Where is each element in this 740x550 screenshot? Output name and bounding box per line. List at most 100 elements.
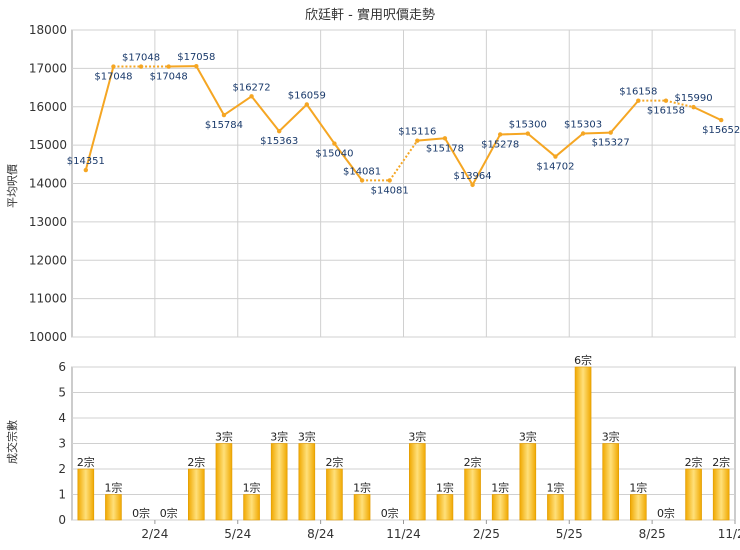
price-data-label: $15652: [702, 125, 740, 136]
volume-tick-label: 4: [58, 411, 66, 425]
volume-bar: [105, 494, 122, 521]
volume-bar: [326, 468, 343, 521]
price-data-label: $17048: [150, 72, 188, 83]
price-data-label: $14702: [536, 162, 574, 173]
price-line-segment: [500, 132, 528, 136]
price-point: [636, 98, 641, 103]
price-data-label: $17048: [94, 72, 132, 83]
price-point: [111, 64, 116, 69]
x-tick-label: 11/24: [386, 527, 421, 541]
price-tick-label: 10000: [29, 330, 67, 344]
price-data-label: $15327: [592, 138, 630, 149]
price-data-label: $16059: [288, 90, 326, 101]
price-data-label: $16158: [619, 87, 657, 98]
price-line-segment: [417, 137, 446, 142]
volume-data-label: 1宗: [491, 481, 509, 495]
price-point: [663, 98, 669, 103]
volume-tick-label: 2: [58, 462, 66, 476]
volume-bar: [270, 443, 288, 521]
x-tick-label: 2/25: [473, 527, 500, 541]
price-line-segment: [665, 99, 694, 109]
price-line-segment: [250, 95, 280, 132]
price-point: [387, 178, 392, 183]
count-axis-label: 成交宗數: [5, 420, 19, 464]
price-data-label: $15178: [426, 143, 464, 154]
volume-data-label: 1宗: [353, 481, 371, 495]
price-tick-label: 15000: [29, 138, 67, 152]
price-line-segment: [609, 100, 640, 134]
price-line-segment: [305, 103, 336, 145]
price-point: [580, 131, 586, 136]
price-panel: 18000 17000 16000 15000 14000 13000 12000 11000…: [29, 23, 740, 344]
volume-data-label: 1宗: [629, 481, 647, 495]
volume-data-label: 1宗: [436, 481, 454, 495]
price-data-label: $15300: [509, 120, 547, 131]
price-point: [553, 154, 558, 159]
volume-bar: [215, 443, 233, 521]
price-line-segment: [333, 142, 363, 181]
volume-data-label: 3宗: [298, 430, 316, 444]
price-data-label: $16272: [232, 82, 270, 93]
price-line-segment: [527, 132, 557, 158]
price-point: [359, 178, 365, 183]
volume-data-label: 1宗: [546, 481, 564, 495]
volume-data-label: 2宗: [712, 455, 730, 469]
volume-bar: [630, 494, 647, 521]
price-data-label: $15303: [564, 119, 602, 130]
price-line-segment: [693, 106, 722, 122]
volume-tick-label: 0: [58, 513, 66, 527]
volume-data-label: 1宗: [104, 481, 122, 495]
volume-tick-label: 1: [58, 488, 66, 502]
price-line-segment: [444, 137, 474, 186]
price-data-label: $13964: [453, 171, 491, 182]
price-data-label: $15363: [260, 136, 298, 147]
price-line-segment: [223, 95, 253, 116]
volume-tick-label: 6: [58, 360, 66, 374]
volume-bar: [602, 443, 619, 521]
volume-data-label: 3宗: [408, 430, 426, 444]
x-tick-label: 11/25: [718, 527, 740, 541]
price-line-segment: [84, 66, 115, 171]
volume-data-label: 1宗: [243, 481, 261, 495]
x-tick-label: 8/25: [639, 527, 666, 541]
volume-data-label: 3宗: [519, 430, 537, 444]
volume-bar: [436, 494, 454, 521]
price-point: [276, 128, 282, 134]
price-data-label: $15990: [674, 93, 712, 104]
volume-bar: [298, 443, 316, 521]
price-point: [470, 182, 475, 188]
price-tick-label: 11000: [29, 292, 67, 306]
volume-bar: [464, 468, 481, 521]
price-line-segment: [471, 133, 502, 186]
price-data-label: $15040: [315, 149, 353, 160]
volume-bar: [547, 494, 564, 521]
volume-tick-label: 5: [58, 386, 66, 400]
x-tick-label: 2/24: [141, 527, 168, 541]
volume-bar: [491, 494, 509, 521]
chart-title: 欣廷軒 - 實用呎價走勢: [305, 8, 435, 23]
x-tick-label: 8/24: [307, 527, 334, 541]
volume-data-label: 3宗: [602, 430, 620, 444]
price-point: [691, 104, 696, 110]
volume-data-label: 2宗: [187, 455, 205, 469]
price-tick-label: 18000: [29, 23, 67, 37]
price-line-segment: [278, 103, 308, 132]
volume-data-label: 3宗: [270, 430, 288, 444]
volume-bar: [712, 468, 730, 521]
volume-bar: [243, 494, 260, 521]
volume-data-label: 0宗: [160, 506, 178, 520]
price-point: [249, 94, 254, 99]
price-tick-label: 12000: [29, 253, 67, 267]
volume-data-label: 2宗: [77, 455, 95, 469]
price-axis-label: 平均呎價: [5, 164, 19, 208]
volume-data-label: 2宗: [464, 455, 482, 469]
price-data-label: $14351: [67, 156, 105, 167]
volume-bar: [519, 443, 537, 521]
price-data-label: $15116: [398, 127, 436, 138]
volume-bar: [188, 468, 205, 521]
price-data-label: $17048: [122, 53, 160, 64]
price-point: [525, 131, 531, 136]
price-tick-label: 14000: [29, 177, 67, 191]
price-point: [442, 136, 448, 141]
price-data-label: $14081: [371, 185, 409, 196]
